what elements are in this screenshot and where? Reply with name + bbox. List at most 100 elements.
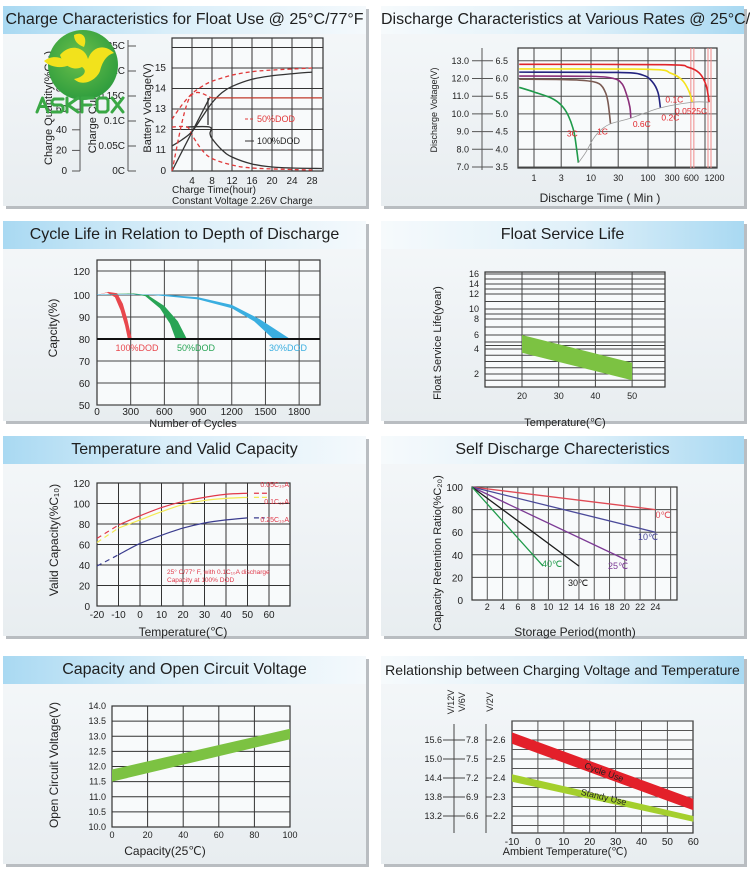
series-label-0-1c: 0.1C bbox=[665, 95, 683, 105]
y-tick-label-current: 0.05C bbox=[98, 141, 125, 152]
series-label-0-1c-a: 0.1C₁₀A bbox=[264, 499, 289, 506]
x-tick-label: 600 bbox=[684, 173, 699, 183]
x-tick-label: 4 bbox=[189, 176, 195, 187]
panel-float-service-life: Float Service Life 2 4 6 8 10 12 14 16 20 30 40 50 … bbox=[375, 215, 750, 430]
y-tick-label: 40 bbox=[452, 551, 464, 562]
chart-note: Capacity at 100% DOD bbox=[167, 577, 235, 584]
plot-area bbox=[471, 486, 678, 601]
x-tick-label: 40 bbox=[590, 391, 600, 401]
y-tick-label: 10.0 bbox=[88, 822, 106, 832]
y-tick-label-6v: 4.5 bbox=[495, 127, 508, 137]
y-tick-label-6v: 4.0 bbox=[495, 144, 508, 154]
charge-characteristics-chart: 0204060801000C0.05C0.1C0.15C0.2C0.25C011… bbox=[43, 37, 324, 207]
series-line-0-25c-a bbox=[118, 517, 248, 556]
y-tick-label-6v: 7.5 bbox=[466, 754, 479, 764]
series-label-0-6c: 0.6C bbox=[633, 119, 651, 129]
y-tick-label: 50 bbox=[79, 401, 91, 412]
series-label-100-dod: 100%DOD bbox=[115, 343, 159, 353]
series-line-50-dod-quantity bbox=[171, 91, 213, 172]
y-axis-label: Discharge Voltage(V) bbox=[429, 67, 439, 152]
y-tick-label: 12.5 bbox=[88, 746, 106, 756]
plot-group: 0204060801000C0.05C0.1C0.15C0.2C0.25C011… bbox=[50, 37, 324, 187]
y-tick-label-2v: 2.6 bbox=[493, 735, 506, 745]
y-tick-label: 11.0 bbox=[89, 792, 106, 802]
y-tick-label: 6 bbox=[474, 330, 479, 340]
series-label-1c: 1C bbox=[597, 127, 608, 137]
x-tick-label: 20 bbox=[266, 176, 278, 187]
x-tick-label: 16 bbox=[589, 602, 599, 612]
x-tick-label: 20 bbox=[143, 830, 153, 840]
x-tick-label: 40 bbox=[220, 610, 232, 621]
series-line-10- bbox=[471, 486, 656, 533]
x-axis-label: Storage Period(month) bbox=[514, 625, 635, 639]
y-tick-label-12v: 13.0 bbox=[451, 56, 469, 66]
y-tick-label-12v: 10.0 bbox=[451, 109, 469, 119]
x-tick-label: 24 bbox=[650, 602, 660, 612]
logo-lettering bbox=[35, 96, 125, 114]
series-label-0-25c-a: 0.25C₁₀A bbox=[260, 517, 289, 524]
series-line-100-dod-current bbox=[185, 125, 323, 170]
x-tick-label: 10 bbox=[558, 837, 570, 848]
x-tick-label: 30 bbox=[554, 391, 564, 401]
series-line-100-dod-voltage bbox=[171, 71, 313, 147]
series-line-50-dod-current bbox=[171, 125, 313, 171]
x-axis-label: Temperature(℃) bbox=[139, 625, 228, 639]
x-tick-label: 100 bbox=[282, 830, 297, 840]
chart-title: Self Discharge Charecteristics bbox=[381, 436, 744, 464]
y-tick-label-voltage: 15 bbox=[155, 63, 167, 74]
x-tick-label: 28 bbox=[306, 176, 318, 187]
x-tick-label: 1200 bbox=[221, 407, 244, 418]
y-tick-label: 40 bbox=[79, 561, 91, 572]
y-tick-label-12v: 15.6 bbox=[424, 735, 442, 745]
x-tick-label: 2 bbox=[485, 602, 490, 612]
x-tick-label: 20 bbox=[620, 602, 630, 612]
y-axis-label-voltage: Battery Voltage(V) bbox=[142, 63, 154, 152]
y-tick-label: 12.0 bbox=[88, 762, 106, 772]
legend-50-dod: 50%DOD bbox=[257, 114, 296, 124]
x-tick-label: 10 bbox=[543, 602, 553, 612]
x-tick-label: 50 bbox=[662, 837, 674, 848]
chart-title: Temperature and Valid Capacity bbox=[3, 436, 366, 464]
logo-leaf-icon bbox=[60, 47, 114, 83]
x-axis-label: Capacity(25℃) bbox=[124, 844, 206, 858]
x-tick-label: 24 bbox=[286, 176, 298, 187]
y-tick-label-current: 0.1C bbox=[104, 116, 125, 127]
y-tick-label-2v: 2.4 bbox=[493, 773, 506, 783]
series-label-50-dod: 50%DOD bbox=[177, 343, 216, 353]
chart-title: Discharge Characteristics at Various Rat… bbox=[381, 6, 750, 34]
y-tick-label-12v: 9.0 bbox=[456, 127, 469, 137]
y-axis-label: Open Circuit Voltage(V) bbox=[47, 702, 61, 828]
x-tick-label: 60 bbox=[214, 830, 224, 840]
y-tick-label: 11.5 bbox=[89, 777, 106, 787]
x-tick-label: 20 bbox=[177, 610, 189, 621]
panel-discharge-characteristics: Discharge Characteristics at Various Rat… bbox=[375, 0, 750, 215]
y-tick-label: 60 bbox=[79, 541, 91, 552]
logo-leaf-icon bbox=[74, 33, 86, 47]
x-tick-label: 8 bbox=[209, 176, 215, 187]
y-tick-label-12v: 15.0 bbox=[424, 754, 442, 764]
x-tick-label: 1 bbox=[531, 173, 536, 183]
plot-area bbox=[96, 259, 321, 406]
series-label-40-: 40℃ bbox=[542, 559, 562, 569]
series-line-3c bbox=[518, 86, 580, 163]
x-tick-label: 300 bbox=[122, 407, 139, 418]
x-tick-label: 10 bbox=[586, 173, 596, 183]
y-tick-label-voltage: 12 bbox=[155, 125, 167, 136]
legend-100-dod: 100%DOD bbox=[257, 136, 301, 146]
chart-title: Float Service Life bbox=[381, 221, 744, 249]
x-axis-label: Discharge Time ( Min ) bbox=[540, 191, 661, 205]
y-tick-label: 60 bbox=[79, 379, 91, 390]
chart-title: Relationship between Charging Voltage an… bbox=[381, 656, 744, 684]
x-tick-label: 10 bbox=[156, 610, 168, 621]
y-tick-label-12v: 13.2 bbox=[424, 811, 442, 821]
series-label-10-: 10℃ bbox=[638, 532, 658, 542]
plot-area bbox=[171, 37, 324, 172]
y-tick-label: 80 bbox=[79, 520, 91, 531]
series-line-100-dod-quantity bbox=[171, 97, 211, 172]
y-axis-label: Valid Capacity(%C₁₀) bbox=[47, 484, 61, 596]
y-tick-label-6v: 6.0 bbox=[495, 74, 508, 84]
series-line-0-6c bbox=[519, 75, 632, 119]
series-band-float-life bbox=[522, 335, 633, 381]
series-label-0-: 0℃ bbox=[655, 510, 670, 520]
